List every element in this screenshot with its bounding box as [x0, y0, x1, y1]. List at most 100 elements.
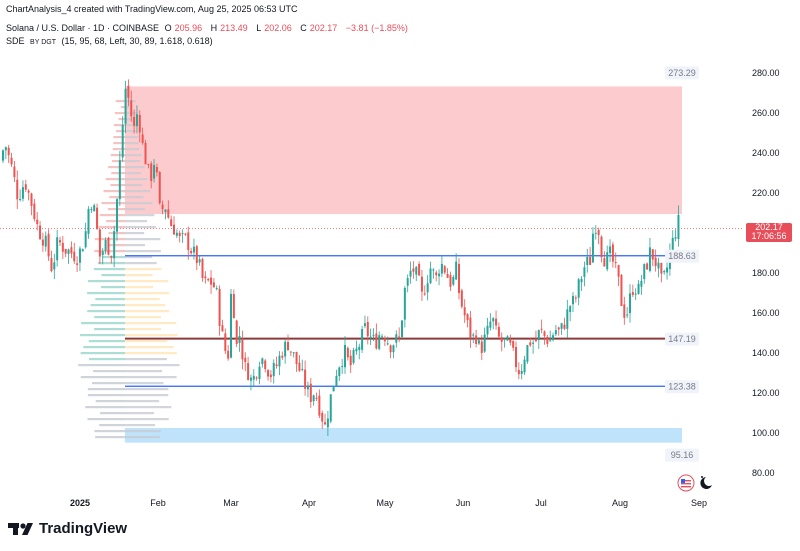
candle-body [352, 350, 355, 363]
profile-bar-left [100, 286, 125, 289]
candle-body [589, 256, 592, 265]
profile-bar-right [125, 310, 170, 313]
profile-bar-right [125, 106, 130, 109]
candle-body [101, 251, 104, 256]
candle-body [224, 333, 227, 351]
profile-bar-right [125, 418, 169, 421]
candle-body [98, 229, 101, 257]
y-tick-label: 120.00 [752, 388, 780, 398]
ohlc-low: L 202.06 [256, 23, 292, 33]
candle-body [643, 264, 646, 280]
candle-body [332, 385, 335, 392]
candle-body [64, 248, 67, 254]
candle-body [292, 352, 295, 354]
profile-bar-left [113, 124, 125, 127]
profile-bar-right [125, 358, 167, 361]
candle-body [389, 345, 392, 353]
profile-bar-right [125, 286, 154, 289]
x-tick-label: Mar [223, 498, 239, 508]
candle-body [309, 383, 312, 402]
candle-body [432, 269, 435, 271]
ohlc-open: O 205.96 [164, 23, 203, 33]
candle-body [403, 287, 406, 320]
profile-bar-right [125, 148, 140, 151]
profile-bar-left [94, 328, 125, 331]
candle-body [654, 257, 657, 267]
tradingview-logo[interactable]: TradingView [8, 520, 127, 537]
candle-body [267, 370, 270, 377]
candle-body [87, 209, 90, 234]
candle-body [210, 277, 213, 285]
indicator-legend[interactable]: SDE BY DGT (15, 95, 68, Left, 30, 89, 1.… [6, 36, 216, 46]
profile-bar-left [83, 346, 125, 349]
candle-body [472, 334, 475, 336]
profile-bar-right [125, 280, 169, 283]
candle-body [426, 283, 429, 293]
candle-body [452, 276, 455, 285]
tradingview-logo-icon [8, 522, 33, 535]
candle-body [420, 276, 423, 292]
candle-body [133, 116, 136, 126]
candle-body [344, 344, 346, 368]
candle-body [321, 412, 324, 422]
profile-bar-left [103, 190, 125, 193]
candle-body [395, 334, 398, 343]
candle-body [361, 329, 364, 350]
profile-bar-left [112, 148, 125, 151]
symbol-title[interactable]: Solana / U.S. Dollar · 1D · COINBASE [6, 23, 160, 33]
candle-body [372, 335, 375, 337]
profile-bar-right [125, 346, 174, 349]
ohlc-high: H 213.49 [210, 23, 248, 33]
candle-body [93, 205, 96, 212]
candle-body [603, 258, 606, 267]
candle-body [569, 306, 572, 312]
profile-bar-left [81, 322, 125, 325]
candle-body [446, 273, 449, 278]
candle-body [512, 341, 515, 348]
candle-body [572, 295, 574, 305]
candle-body [594, 232, 597, 234]
candle-body [2, 150, 4, 161]
x-tick-label: May [376, 498, 394, 508]
candle-body [412, 268, 415, 272]
candle-body [104, 240, 107, 251]
profile-bar-left [94, 316, 125, 319]
candle-body [192, 246, 195, 253]
candle-body [324, 422, 327, 425]
candle-body [244, 357, 247, 362]
profile-bar-right [125, 436, 160, 439]
candle-body [591, 233, 594, 263]
candle-body [187, 232, 190, 251]
candle-body [497, 326, 500, 337]
profile-bar-right [125, 376, 177, 379]
profile-bar-right [125, 430, 161, 433]
candle-body [155, 166, 158, 173]
profile-bar-left [93, 268, 125, 271]
profile-bar-right [125, 316, 161, 319]
profile-bar-left [95, 298, 125, 301]
level-label: 95.16 [671, 450, 694, 460]
candle-body [284, 341, 287, 357]
candle-body [304, 369, 307, 389]
profile-bar-right [125, 136, 139, 139]
candle-body [230, 293, 232, 358]
level-label-box [665, 66, 699, 80]
candle-body [477, 340, 480, 344]
candle-body [346, 347, 349, 358]
candle-body [24, 184, 27, 190]
profile-bar-left [94, 430, 125, 433]
profile-bar-left [93, 370, 125, 373]
candle-body [506, 336, 509, 341]
profile-bar-left [78, 364, 125, 367]
candle-body [529, 342, 532, 346]
bar-countdown: 17:06:56 [751, 231, 787, 242]
candle-body [232, 294, 235, 319]
candle-body [540, 328, 543, 330]
profile-bar-left [99, 424, 125, 427]
candle-body [657, 262, 660, 269]
candle-body [554, 330, 557, 335]
profile-bar-left [87, 394, 125, 397]
chart-corner-icons [677, 474, 712, 492]
candle-body [275, 364, 278, 367]
